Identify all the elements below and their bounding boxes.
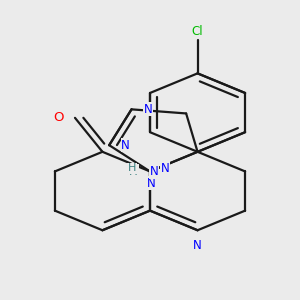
Text: H: H <box>129 165 138 178</box>
Text: Cl: Cl <box>192 25 203 38</box>
Text: N: N <box>160 162 169 175</box>
Text: N: N <box>193 238 202 252</box>
Text: N: N <box>150 165 159 178</box>
Text: N: N <box>143 103 152 116</box>
Text: H: H <box>128 164 136 173</box>
Text: O: O <box>53 111 64 124</box>
Text: N: N <box>147 177 156 190</box>
Text: N: N <box>121 139 130 152</box>
